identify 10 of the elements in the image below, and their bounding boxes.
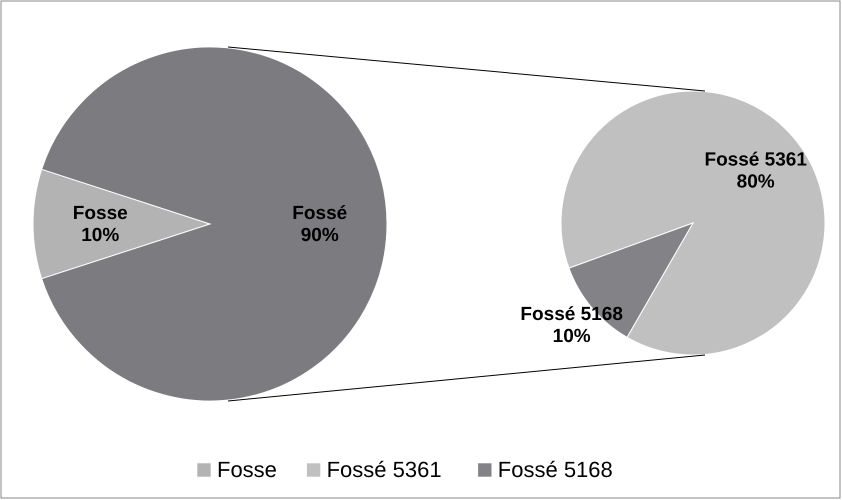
- data-label: 90%: [300, 225, 339, 246]
- legend-label: Fossé 5168: [498, 457, 613, 482]
- slice-label: Fossé: [292, 203, 348, 224]
- data-label: 10%: [81, 225, 120, 246]
- slice-label: Fosse: [72, 203, 128, 224]
- data-label: 80%: [736, 171, 775, 192]
- category-label: Fossé 5361: [326, 457, 442, 482]
- legend-label: Fosse: [217, 457, 277, 482]
- data-label: 10%: [552, 326, 591, 347]
- slice-label: Fossé 5361: [704, 149, 808, 170]
